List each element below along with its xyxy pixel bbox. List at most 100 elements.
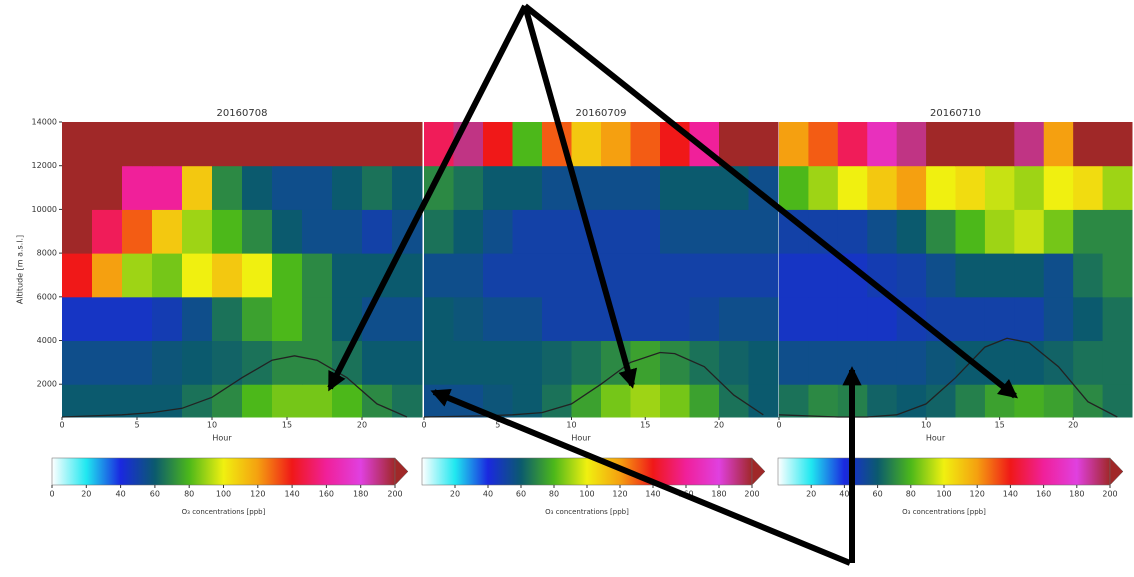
arrow <box>430 388 852 566</box>
heatmap-cell <box>1102 253 1133 298</box>
heatmap-cell <box>660 384 690 418</box>
heatmap-cell <box>955 209 986 254</box>
heatmap-cell <box>483 122 513 167</box>
heatmap-cell <box>424 209 454 254</box>
heatmap-cell <box>332 209 363 254</box>
heatmap-cell <box>302 384 333 418</box>
heatmap-cell <box>424 253 454 298</box>
heatmap-cell <box>630 209 661 254</box>
heatmap-cell <box>1043 165 1074 210</box>
heatmap-cell <box>242 122 273 167</box>
heatmap-cell <box>242 384 273 418</box>
heatmap-cell <box>867 209 898 254</box>
colorbar-tick-label: 200 <box>744 490 759 499</box>
heatmap-cell <box>272 384 303 418</box>
heatmap-cell <box>748 340 779 385</box>
heatmap-cell <box>512 296 543 342</box>
heatmap-cell <box>62 165 93 210</box>
heatmap-cell <box>748 122 779 167</box>
colorbar-tick-label: 60 <box>516 490 526 499</box>
heatmap-cell <box>896 165 927 210</box>
heatmap-cell <box>748 253 779 298</box>
heatmap-cell <box>302 122 333 167</box>
heatmap-cell <box>542 209 572 254</box>
heatmap-cell <box>779 296 809 342</box>
heatmap-cell <box>837 122 868 167</box>
heatmap-cell <box>630 165 661 210</box>
heatmap-cell <box>571 340 602 385</box>
heatmap-cell <box>302 209 333 254</box>
heatmap-cell <box>955 165 986 210</box>
colorbar <box>777 457 1111 486</box>
y-tick-label: 2000 <box>37 380 57 389</box>
heatmap-cell <box>92 384 123 418</box>
colorbar-label: O₃ concentrations [ppb] <box>182 508 266 516</box>
heatmap-cell <box>630 253 661 298</box>
heatmap-cell <box>1102 209 1133 254</box>
x-tick-label: 15 <box>640 421 650 430</box>
heatmap-cell <box>1043 296 1074 342</box>
heatmap-cell <box>182 384 213 418</box>
heatmap-cell <box>1102 165 1133 210</box>
heatmap-cell <box>362 209 393 254</box>
x-tick-label: 10 <box>207 421 217 430</box>
heatmap-cell <box>1014 209 1045 254</box>
heatmap-cell <box>689 384 720 418</box>
heatmap-cell <box>483 165 513 210</box>
heatmap-cell <box>630 122 661 167</box>
heatmap-cell <box>122 340 153 385</box>
heatmap-cell <box>748 384 779 418</box>
heatmap-cell <box>1014 384 1045 418</box>
heatmap-cell <box>512 340 543 385</box>
heatmap-cell <box>984 296 1015 342</box>
boundary-line <box>423 351 764 418</box>
heatmap-cell <box>896 209 927 254</box>
boundary-line <box>61 355 408 418</box>
heatmap-cell <box>867 340 898 385</box>
colorbar-tick-label: 140 <box>1003 490 1018 499</box>
colorbar-extend <box>751 457 766 486</box>
heatmap-cell <box>1102 384 1133 418</box>
x-axis-label: Hour <box>212 434 232 443</box>
arrow <box>327 4 528 392</box>
heatmap-cell <box>392 340 423 385</box>
heatmap-cell <box>837 165 868 210</box>
heatmap-cell <box>542 296 572 342</box>
heatmap-cell <box>601 165 631 210</box>
heatmap-cell <box>719 122 749 167</box>
heatmap-cell <box>542 340 572 385</box>
x-tick-label: 20 <box>357 421 367 430</box>
heatmap-cell <box>955 296 986 342</box>
heatmap-cell <box>392 165 423 210</box>
heatmap-cell <box>212 209 243 254</box>
heatmap-cell <box>660 165 690 210</box>
colorbar-tick-label: 120 <box>250 490 265 499</box>
heatmap-cell <box>689 165 720 210</box>
heatmap-cell <box>212 122 243 167</box>
heatmap-cell <box>424 296 454 342</box>
colorbar-extend <box>1109 457 1124 486</box>
heatmap-cell <box>571 296 602 342</box>
heatmap-cell <box>1043 384 1074 418</box>
heatmap-cell <box>92 165 123 210</box>
heatmap-cell <box>453 296 484 342</box>
heatmap-cell <box>152 296 183 342</box>
heatmap-cell <box>272 253 303 298</box>
heatmap-cell <box>122 165 153 210</box>
heatmap-cell <box>92 296 123 342</box>
colorbar <box>421 457 753 486</box>
heatmap-cell <box>62 296 93 342</box>
heatmap-cell <box>926 384 956 418</box>
heatmap-cell <box>212 384 243 418</box>
colorbar-tick-label: 180 <box>711 490 726 499</box>
colorbar-tick-label: 200 <box>387 490 402 499</box>
heatmap-cell <box>272 209 303 254</box>
heatmap-cell <box>896 340 927 385</box>
heatmap-cell <box>779 165 809 210</box>
heatmap-cell <box>779 122 809 167</box>
heatmap-cell <box>182 209 213 254</box>
colorbar-extend <box>394 457 409 486</box>
heatmap-cell <box>392 122 423 167</box>
heatmap-cell <box>955 253 986 298</box>
